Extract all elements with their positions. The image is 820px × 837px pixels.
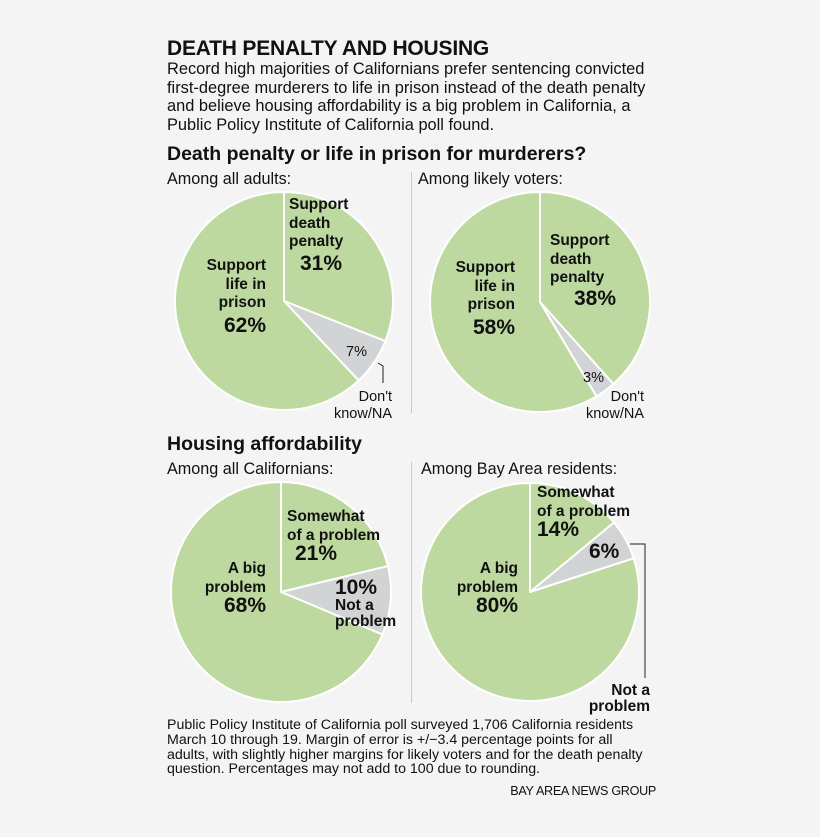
pie-slice: [539, 191, 651, 385]
column-divider: [411, 172, 412, 413]
pie-all-adults: [174, 191, 394, 411]
label-na-pct-voters: 3%: [583, 370, 604, 386]
pie-slice: [280, 481, 389, 593]
label-life-prison-adults: Support life in prison 62%: [206, 257, 266, 337]
pie-slice: [170, 481, 384, 703]
credit: BAY AREA NEWS GROUP: [510, 784, 656, 798]
label-death-penalty-adults: Support death penalty 31%: [289, 196, 349, 275]
leader-line-dont-know: [377, 362, 384, 383]
section-title-death-penalty: Death penalty or life in prison for murd…: [167, 143, 587, 165]
pie-likely-voters: [429, 191, 651, 413]
label-na-voters: Don't know/NA: [585, 389, 644, 422]
pie-slice: [429, 191, 598, 413]
pie-slice: [283, 191, 394, 343]
label-somewhat-californians: Somewhat of a problem 21%: [287, 508, 381, 565]
intro-text: Record high majorities of Californians p…: [167, 60, 646, 135]
label-death-penalty-voters: Support death penalty 38%: [550, 232, 617, 310]
section-title-housing: Housing affordability: [167, 433, 362, 455]
pie-slice: [420, 482, 641, 702]
label-life-prison-voters: Support life in prison 58%: [455, 259, 515, 339]
pie-bay-area: [420, 482, 641, 702]
pie-slice: [529, 482, 615, 593]
label-big-problem-bay-area: A big problem 80%: [456, 560, 518, 617]
graphic-title: DEATH PENALTY AND HOUSING: [167, 37, 490, 60]
label-not-problem-pct-bay-area: 6%: [589, 540, 620, 563]
label-big-problem-californians: A big problem 68%: [204, 560, 266, 617]
label-not-problem-bay-area: Not a problem: [588, 682, 650, 715]
column-divider: [411, 462, 412, 703]
pie-slice: [174, 191, 360, 411]
subtitle-bay-area: Among Bay Area residents:: [421, 460, 618, 478]
subtitle-likely-voters: Among likely voters:: [418, 170, 563, 188]
label-na-pct-adults: 7%: [346, 344, 367, 360]
label-not-problem-californians: 10% Not a problem: [335, 576, 397, 630]
label-na-adults: Don't know/NA: [333, 389, 392, 422]
leader-line-not-a-problem: [630, 543, 646, 678]
footnote: Public Policy Institute of California po…: [167, 717, 643, 778]
label-somewhat-bay-area: Somewhat of a problem 14%: [537, 484, 631, 541]
subtitle-all-adults: Among all adults:: [167, 170, 292, 188]
subtitle-all-californians: Among all Californians:: [167, 460, 334, 478]
pie-all-californians: [170, 481, 392, 703]
